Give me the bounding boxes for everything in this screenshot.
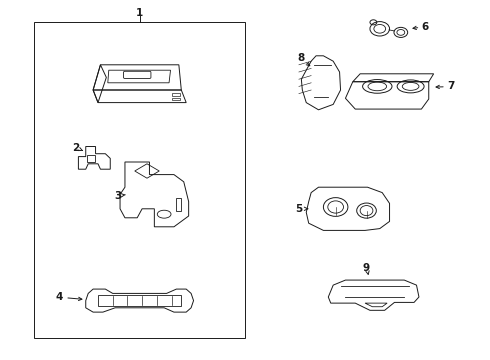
Text: 4: 4: [55, 292, 63, 302]
Bar: [172, 93, 180, 96]
Text: 9: 9: [363, 263, 370, 273]
Text: 1: 1: [136, 8, 143, 18]
Text: 6: 6: [422, 22, 429, 32]
Text: 8: 8: [298, 53, 305, 63]
Bar: [172, 98, 180, 100]
Text: 5: 5: [295, 204, 302, 214]
Bar: [34, 22, 245, 338]
Text: 3: 3: [114, 191, 121, 201]
Text: 2: 2: [73, 143, 79, 153]
Bar: [176, 198, 181, 211]
Text: 7: 7: [447, 81, 455, 91]
